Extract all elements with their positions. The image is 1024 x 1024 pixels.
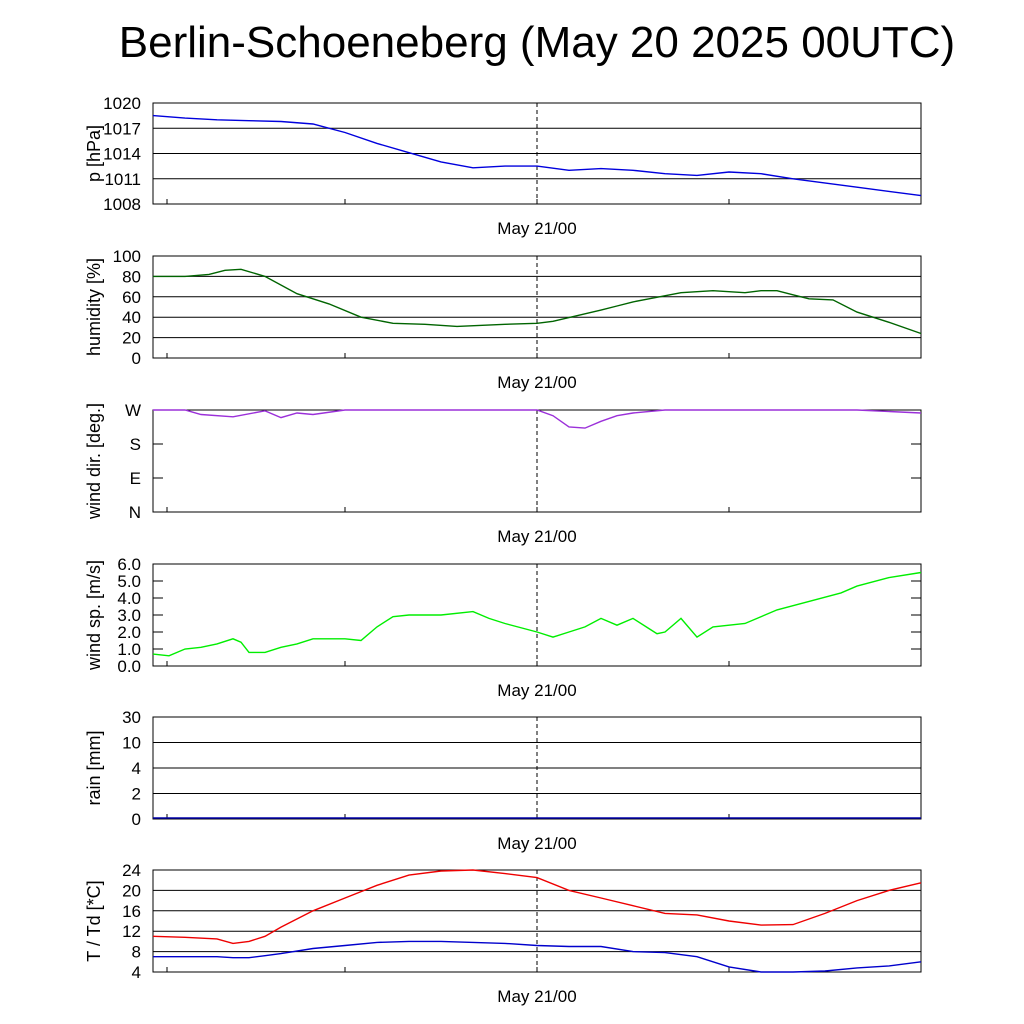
y-axis-label: T / Td [*C] <box>84 880 104 961</box>
y-axis-label: p [hPa] <box>84 125 104 182</box>
y-tick-label: 1011 <box>104 170 141 189</box>
y-tick-label: 4 <box>132 963 141 982</box>
y-axis-label: wind sp. [m/s] <box>84 560 104 671</box>
data-line-temperature-td <box>153 940 922 973</box>
y-tick-label: 30 <box>122 708 141 727</box>
y-tick-label: 0.0 <box>117 657 141 676</box>
y-tick-label: 1014 <box>103 145 141 164</box>
y-tick-label: 20 <box>122 329 141 348</box>
y-tick-label: 0 <box>132 810 141 829</box>
y-tick-label: 10 <box>122 734 141 753</box>
y-tick-label: 8 <box>132 943 141 962</box>
x-tick-label: May 21/00 <box>497 219 576 238</box>
data-line-temperature-t <box>152 869 922 945</box>
y-tick-label: W <box>125 401 141 420</box>
y-tick-label: 0 <box>132 349 141 368</box>
y-tick-label: 24 <box>122 861 141 880</box>
y-tick-label: 2 <box>132 785 141 804</box>
y-tick-label: S <box>130 435 141 454</box>
y-axis-label: rain [mm] <box>84 730 104 805</box>
x-tick-label: May 21/00 <box>497 987 576 1006</box>
data-line-wind_dir <box>153 409 922 429</box>
y-tick-label: 20 <box>122 881 141 900</box>
y-tick-label: 16 <box>122 902 141 921</box>
y-tick-label: E <box>130 469 141 488</box>
y-tick-label: 100 <box>113 247 141 266</box>
x-tick-label: May 21/00 <box>497 527 576 546</box>
y-tick-label: 4.0 <box>117 589 141 608</box>
y-tick-label: 60 <box>122 288 141 307</box>
y-tick-label: 1020 <box>103 94 141 113</box>
y-tick-label: 4 <box>132 759 141 778</box>
y-axis-label: wind dir. [deg.] <box>84 403 104 520</box>
y-tick-label: 2.0 <box>117 623 141 642</box>
y-tick-label: N <box>129 503 141 522</box>
y-tick-label: 6.0 <box>117 555 141 574</box>
y-tick-label: 40 <box>122 308 141 327</box>
data-line-pressure <box>152 114 922 197</box>
y-axis-label: humidity [%] <box>84 258 104 356</box>
x-tick-label: May 21/00 <box>497 834 576 853</box>
y-tick-label: 80 <box>122 267 141 286</box>
x-tick-label: May 21/00 <box>497 681 576 700</box>
y-tick-label: 1017 <box>103 119 141 138</box>
y-tick-label: 12 <box>122 922 141 941</box>
y-tick-label: 5.0 <box>117 572 141 591</box>
data-line-humidity <box>153 268 922 335</box>
y-tick-label: 1008 <box>103 195 141 214</box>
y-tick-label: 1.0 <box>117 640 141 659</box>
y-tick-label: 3.0 <box>117 606 141 625</box>
x-tick-label: May 21/00 <box>497 373 576 392</box>
data-line-wind_sp <box>152 571 922 657</box>
chart-title: Berlin-Schoeneberg (May 20 2025 00UTC) <box>118 18 956 67</box>
